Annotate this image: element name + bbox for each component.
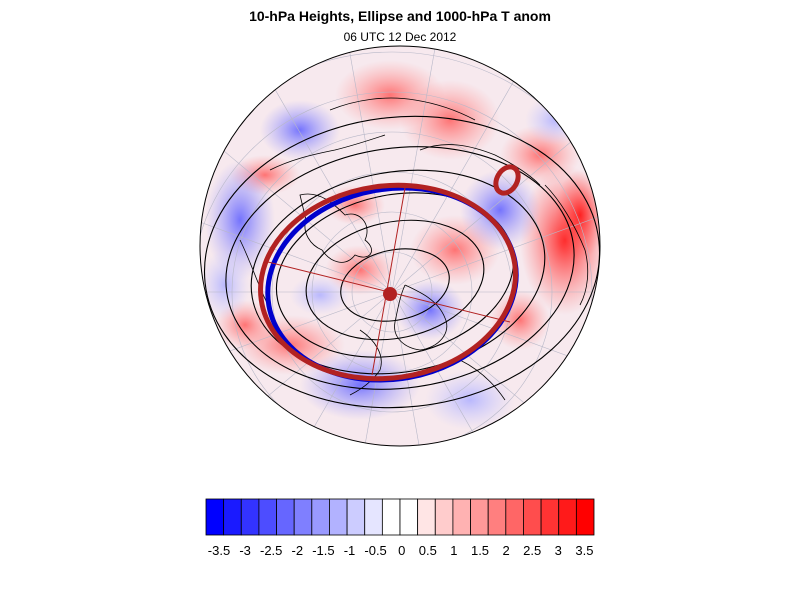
colorbar-label: -2.5 [259, 543, 283, 558]
ellipse-minor-axis [371, 187, 406, 376]
red-ellipse [258, 182, 518, 382]
colorbar [205, 498, 595, 536]
colorbar-swatch [487, 498, 507, 536]
colorbar-swatch [364, 498, 383, 536]
colorbar-label: -1.5 [312, 543, 335, 558]
coastlines [239, 97, 589, 401]
colorbar-label: -3.5 [207, 543, 231, 558]
colorbar-label: 1.5 [470, 543, 490, 558]
colorbar-label: 3 [554, 543, 562, 558]
colorbar-label: 3.5 [575, 543, 594, 558]
colorbar-swatch [293, 498, 313, 536]
colorbar-swatch [346, 498, 366, 536]
colorbar-swatch [258, 498, 277, 536]
colorbar-swatch [205, 498, 225, 536]
chart-subtitle: 06 UTC 12 Dec 2012 [343, 30, 457, 44]
colorbar-swatch [399, 498, 419, 536]
colorbar-label: 1 [450, 543, 458, 558]
secondary-ellipse [493, 164, 521, 196]
colorbar-swatch [523, 498, 542, 536]
colorbar-swatch [240, 498, 260, 536]
colorbar-label: -2 [291, 543, 304, 558]
ellipse-centroid-marker [383, 287, 397, 301]
colorbar-swatch [434, 498, 454, 536]
colorbar-swatch [276, 498, 295, 536]
colorbar-swatch [329, 498, 348, 536]
height-contours [203, 115, 600, 409]
colorbar-swatch [417, 498, 436, 536]
chart-title: 10-hPa Heights, Ellipse and 1000-hPa T a… [249, 8, 551, 24]
colorbar-label: -3 [239, 543, 251, 558]
colorbar-label: 0 [398, 543, 406, 558]
colorbar-swatch [470, 498, 489, 536]
colorbar-swatch [452, 498, 471, 536]
temperature-anomaly-field [200, 46, 600, 446]
colorbar-swatch [381, 498, 401, 536]
colorbar-swatch [558, 498, 577, 536]
map-border [199, 45, 601, 447]
colorbar-swatch [223, 498, 242, 536]
colorbar-label: 2.5 [523, 543, 542, 558]
colorbar-swatch [505, 498, 524, 536]
colorbar-swatch [540, 498, 560, 536]
colorbar-label: -1 [343, 543, 356, 558]
colorbar-swatch [575, 498, 595, 536]
colorbar-swatch [311, 498, 330, 536]
colorbar-label: -0.5 [364, 543, 387, 558]
colorbar-label: 0.5 [418, 543, 437, 558]
colorbar-label: 2 [502, 543, 510, 558]
